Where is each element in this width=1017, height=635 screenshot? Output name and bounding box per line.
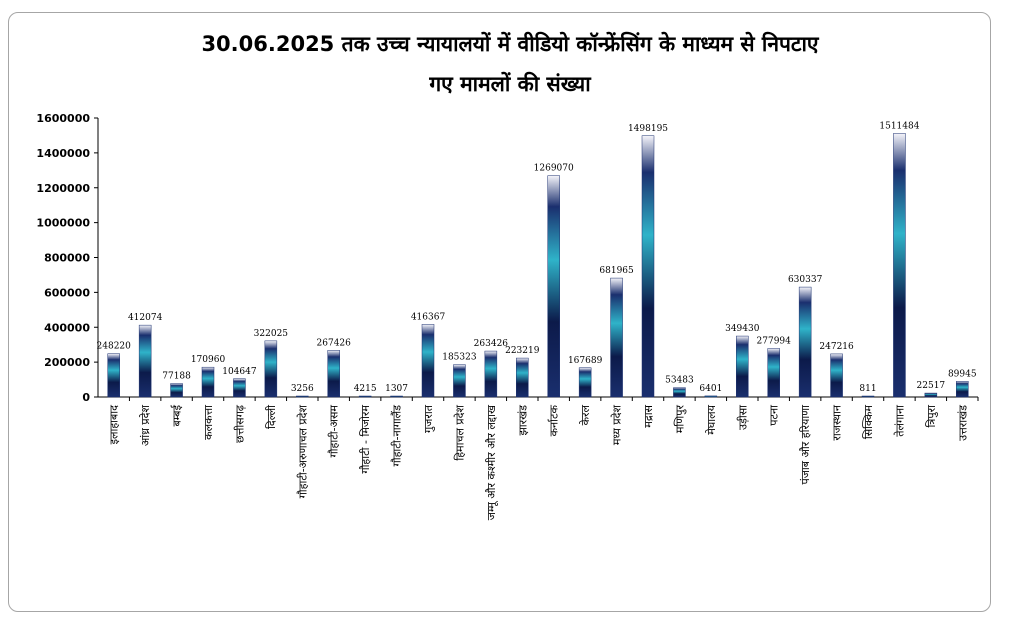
bar [767, 348, 780, 398]
category-label: आंध्र प्रदेश [139, 404, 152, 446]
category-label: केरल [579, 404, 592, 425]
data-label: 167689 [568, 356, 603, 366]
data-label: 416367 [411, 312, 446, 322]
bar [893, 133, 906, 398]
data-label: 170960 [191, 355, 226, 365]
category-label: तेलंगाना [893, 405, 906, 437]
category-label: गौहाटी-अरुणाचल प्रदेश [296, 404, 309, 498]
category-label: इलाहाबाद [108, 405, 121, 445]
data-label: 1307 [385, 384, 408, 394]
data-label: 223219 [505, 346, 540, 356]
bar [578, 367, 592, 398]
category-label: मणिपुर [673, 405, 686, 434]
y-tick-label: 0 [82, 391, 90, 404]
category-label: जम्मू और कश्मीर और लद्दाख [485, 404, 499, 520]
data-label: 811 [859, 384, 876, 394]
data-label: 53483 [665, 376, 694, 386]
bar [956, 381, 969, 398]
data-label: 412074 [128, 313, 163, 323]
category-label: झारखंड [516, 405, 529, 436]
data-label: 349430 [725, 324, 760, 334]
bar [421, 324, 435, 398]
data-label: 4215 [354, 384, 377, 394]
data-label: 322025 [254, 329, 289, 339]
category-label: राजस्थान [831, 404, 844, 440]
bar [107, 353, 120, 398]
bar [264, 340, 278, 398]
bar [704, 395, 718, 398]
y-tick-label: 400000 [44, 321, 90, 334]
data-label: 1498195 [628, 124, 668, 134]
bar [358, 395, 372, 398]
category-label: उत्तराखंड [956, 405, 969, 441]
data-label: 3256 [291, 384, 314, 394]
bar [296, 395, 309, 398]
bar [673, 387, 686, 398]
y-tick-label: 600000 [44, 286, 90, 299]
bar [484, 350, 498, 398]
y-tick-label: 1000000 [36, 217, 90, 230]
y-tick-label: 1400000 [36, 147, 90, 160]
y-tick-label: 1200000 [36, 182, 90, 195]
category-label: मद्रास [642, 404, 655, 427]
bar [390, 395, 403, 398]
data-label: 6401 [699, 384, 722, 394]
category-label: कलकत्ता [202, 405, 215, 440]
bar [453, 364, 466, 398]
bar [924, 392, 938, 398]
data-label: 104647 [222, 367, 257, 377]
category-label: दिल्ली [265, 405, 278, 429]
bar [327, 350, 340, 398]
data-label: 263426 [474, 339, 509, 349]
category-label: मेघालय [705, 404, 718, 434]
chart-frame [8, 12, 991, 612]
category-label: हिमाचल प्रदेश [453, 404, 466, 460]
data-label: 247216 [819, 342, 854, 352]
bar [861, 395, 875, 398]
data-label: 77188 [162, 372, 191, 382]
bar [830, 353, 843, 398]
data-label: 681965 [599, 266, 634, 276]
category-label: त्रिपुरा [925, 405, 938, 428]
category-label: उड़ीसा [736, 405, 749, 430]
chart-title-line2: गए मामलों की संख्या [429, 72, 591, 96]
category-label: बम्बई [171, 404, 184, 427]
y-tick-label: 1600000 [36, 112, 90, 125]
data-label: 1269070 [534, 164, 574, 174]
bar [516, 357, 529, 398]
data-label: 22517 [917, 381, 946, 391]
category-label: गौहाटी - मिजोरम [359, 405, 372, 474]
bar [201, 366, 215, 398]
bar [170, 383, 183, 398]
category-label: गौहाटी-नागालैंड [391, 405, 404, 467]
data-label: 89945 [948, 369, 977, 379]
bar [641, 135, 655, 398]
bar [138, 324, 152, 398]
category-label: छत्तीसगढ़ [233, 404, 246, 443]
category-label: पटना [768, 405, 781, 426]
bar [610, 277, 623, 398]
category-label: कर्नाटक [548, 404, 561, 436]
bar [547, 175, 560, 398]
bar [736, 335, 749, 398]
category-label: मध्य प्रदेश [611, 404, 624, 445]
chart-title-line1: 30.06.2025 तक उच्च न्यायालयों में वीडियो… [201, 32, 819, 56]
category-label: पंजाब और हरियाणा [799, 405, 812, 485]
data-label: 248220 [97, 342, 132, 352]
bar [233, 378, 246, 398]
data-label: 630337 [788, 275, 823, 285]
category-label: गौहाटी-असम [328, 405, 341, 458]
data-label: 267426 [317, 338, 352, 348]
bar [798, 286, 812, 398]
category-label: सिक्किम [862, 405, 875, 440]
category-label: गुजरात [422, 404, 435, 433]
data-label: 277994 [757, 337, 792, 347]
data-label: 185323 [442, 353, 477, 363]
data-label: 1511484 [879, 121, 919, 131]
y-tick-label: 800000 [44, 252, 90, 265]
y-tick-label: 200000 [44, 356, 90, 369]
